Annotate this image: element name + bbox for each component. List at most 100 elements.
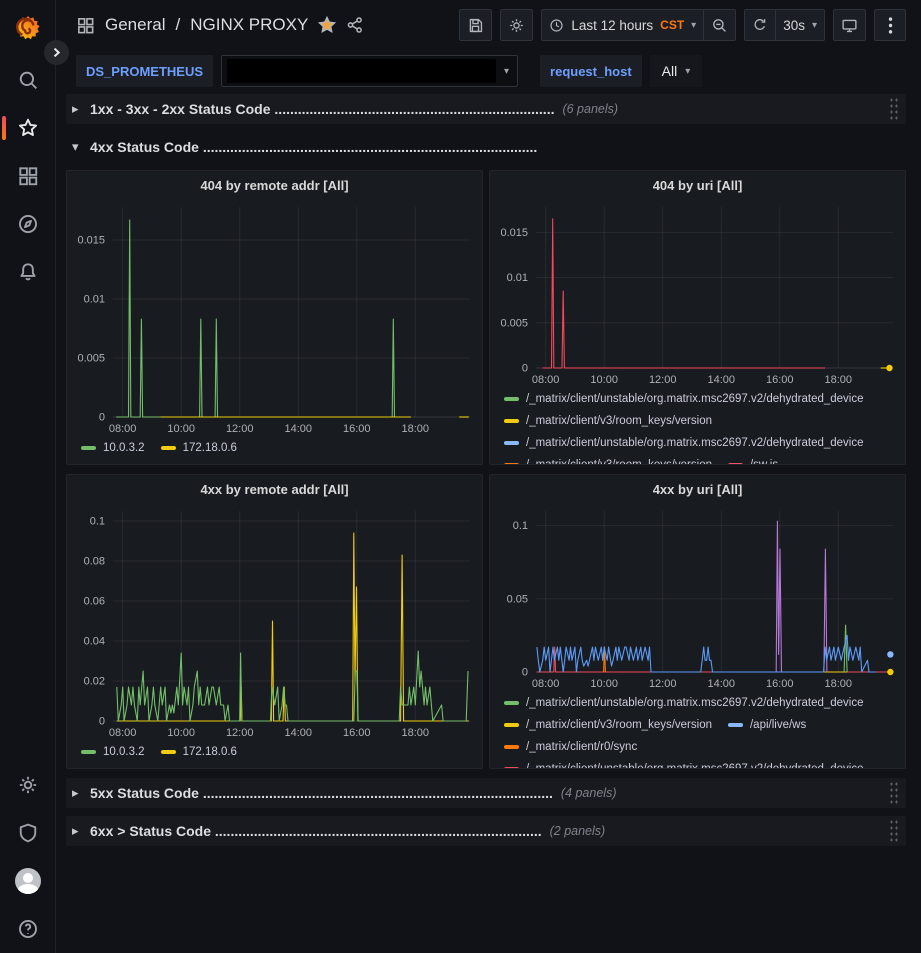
row-header-1xx-3xx-2xx[interactable]: ▸ 1xx - 3xx - 2xx Status Code ..........… (66, 94, 906, 124)
legend-item[interactable]: /_matrix/client/r0/sync (504, 738, 637, 755)
time-range-label: Last 12 hours (571, 17, 654, 33)
time-series-chart[interactable]: 08:00 10:00 12:00 14:00 16:00 18:00 0 0.02 0.04 0… (67, 503, 482, 741)
time-series-chart[interactable]: 08:00 10:00 12:00 14:00 16:00 18:00 0 0.05 0.1 (490, 503, 905, 692)
legend-item[interactable]: 10.0.3.2 (81, 439, 145, 456)
variable-label-request-host[interactable]: request_host (540, 55, 642, 87)
legend-item[interactable]: /_matrix/client/unstable/org.matrix.msc2… (504, 434, 864, 451)
svg-text:10:00: 10:00 (167, 727, 195, 739)
share-button[interactable] (346, 16, 364, 34)
time-range-picker[interactable]: Last 12 hours CST ▾ (541, 9, 705, 41)
svg-text:08:00: 08:00 (532, 678, 560, 690)
svg-text:16:00: 16:00 (766, 374, 794, 386)
svg-text:0.06: 0.06 (84, 596, 105, 608)
sidebar-item-configuration[interactable] (0, 761, 56, 809)
refresh-interval-picker[interactable]: 30s ▾ (776, 9, 825, 41)
time-series-chart[interactable]: 08:00 10:00 12:00 14:00 16:00 18:00 0 0.005 0.01… (490, 199, 905, 388)
sidebar-item-dashboards[interactable] (0, 152, 56, 200)
row-panel-count: (4 panels) (560, 786, 617, 800)
panel-4xx-by-remote-addr: 4xx by remote addr [All] 08:00 10:00 12:00… (66, 474, 483, 769)
row-header-5xx[interactable]: ▸ 5xx Status Code ......................… (66, 778, 906, 808)
dashboard-settings-button[interactable] (500, 9, 534, 41)
save-dashboard-button[interactable] (459, 9, 493, 41)
sidebar-item-help[interactable] (0, 905, 56, 953)
sidebar-item-server-admin[interactable] (0, 809, 56, 857)
variable-label-ds-prometheus[interactable]: DS_PROMETHEUS (76, 55, 214, 87)
legend-item[interactable]: /_matrix/client/unstable/org.matrix.msc2… (504, 390, 864, 407)
row-title: 6xx > Status Code ......................… (90, 823, 542, 839)
row-header-6xx[interactable]: ▸ 6xx > Status Code ....................… (66, 816, 906, 846)
share-icon (347, 17, 363, 33)
panel-legend: /_matrix/client/unstable/org.matrix.msc2… (490, 692, 905, 768)
legend-item[interactable]: 10.0.3.2 (81, 743, 145, 760)
panel-title[interactable]: 404 by remote addr [All] (200, 177, 349, 193)
sidebar-item-profile[interactable] (0, 857, 56, 905)
svg-text:18:00: 18:00 (402, 423, 430, 435)
sidebar-item-alerting[interactable] (0, 248, 56, 296)
sidebar-item-explore[interactable] (0, 200, 56, 248)
sidebar (0, 0, 56, 953)
compass-icon (18, 215, 37, 233)
legend-swatch (504, 744, 519, 749)
legend-item[interactable]: 172.18.0.6 (160, 439, 237, 456)
legend-item[interactable]: /_matrix/client/unstable/org.matrix.msc2… (504, 694, 864, 711)
row-panel-count: (6 panels) (562, 102, 619, 116)
sidebar-expand-button[interactable] (44, 40, 69, 65)
svg-text:0.1: 0.1 (513, 520, 528, 532)
legend-swatch (81, 445, 96, 450)
svg-text:0.005: 0.005 (500, 317, 528, 329)
clock-icon (550, 18, 563, 32)
row-drag-handle[interactable] (889, 97, 898, 121)
chevron-down-icon: ▾ (691, 19, 697, 31)
legend-item[interactable]: /api/live/ws (727, 716, 806, 733)
time-controls: Last 12 hours CST ▾ (541, 9, 737, 41)
legend-swatch (160, 445, 176, 450)
legend-item[interactable]: 172.18.0.6 (160, 743, 237, 760)
legend-item[interactable]: /_matrix/client/unstable/org.matrix.msc2… (504, 760, 864, 768)
sidebar-item-starred[interactable] (0, 104, 56, 152)
time-series-chart[interactable]: 08:00 10:00 12:00 14:00 16:00 18:00 0 0.005 0.01… (67, 199, 482, 437)
panel-404-by-uri: 404 by uri [All] 08:00 10:00 12:00 14:00 16:… (489, 170, 906, 465)
zoom-out-icon (713, 18, 727, 32)
legend-label: /_matrix/client/unstable/org.matrix.msc2… (526, 763, 864, 769)
legend-label: /_matrix/client/r0/sync (526, 740, 638, 753)
panel-title[interactable]: 404 by uri [All] (652, 177, 743, 193)
legend-swatch (504, 396, 519, 401)
chevron-down-icon: ▾ (685, 65, 691, 77)
svg-text:14:00: 14:00 (707, 678, 735, 690)
svg-text:0: 0 (99, 412, 105, 424)
svg-text:0: 0 (99, 716, 105, 728)
legend-swatch (504, 418, 519, 423)
breadcrumb-folder[interactable]: General (105, 15, 166, 34)
legend-item[interactable]: /sw.js (727, 456, 778, 465)
svg-text:10:00: 10:00 (590, 678, 618, 690)
legend-item[interactable]: /_matrix/client/v3/room_keys/version (504, 716, 712, 733)
grafana-logo[interactable] (0, 0, 56, 56)
panel-title[interactable]: 4xx by uri [All] (652, 481, 743, 497)
chevron-right-icon: ▸ (72, 101, 79, 116)
variable-request-host-dropdown[interactable]: All ▾ (649, 55, 703, 87)
zoom-out-time-button[interactable] (704, 9, 737, 41)
sidebar-item-search[interactable] (0, 56, 56, 104)
legend-label: /sw.js (750, 459, 778, 465)
more-options-button[interactable] (874, 9, 906, 41)
row-drag-handle[interactable] (889, 819, 898, 843)
help-circle-icon (18, 920, 37, 938)
tv-mode-button[interactable] (833, 9, 866, 41)
breadcrumb-dashboard-title[interactable]: NGINX PROXY (190, 15, 309, 34)
row-drag-handle[interactable] (889, 781, 898, 805)
refresh-button[interactable] (744, 9, 777, 41)
variables-row: DS_PROMETHEUS ▾ request_host All ▾ (56, 50, 921, 92)
chevron-down-icon: ▾ (504, 65, 510, 77)
legend-label: 172.18.0.6 (182, 441, 237, 454)
variable-ds-prometheus-dropdown[interactable]: ▾ (221, 55, 519, 87)
favorite-star-button[interactable] (318, 16, 337, 34)
legend-swatch (727, 722, 743, 727)
svg-text:0.08: 0.08 (84, 556, 105, 568)
grafana-flame-icon (15, 16, 40, 40)
svg-text:0.04: 0.04 (84, 636, 105, 648)
legend-item[interactable]: /_matrix/client/v3/room_keys/version (504, 456, 712, 464)
row-header-4xx[interactable]: ▾ 4xx Status Code ......................… (66, 132, 906, 162)
legend-item[interactable]: /_matrix/client/v3/room_keys/version (504, 412, 712, 429)
panel-title[interactable]: 4xx by remote addr [All] (200, 481, 349, 497)
